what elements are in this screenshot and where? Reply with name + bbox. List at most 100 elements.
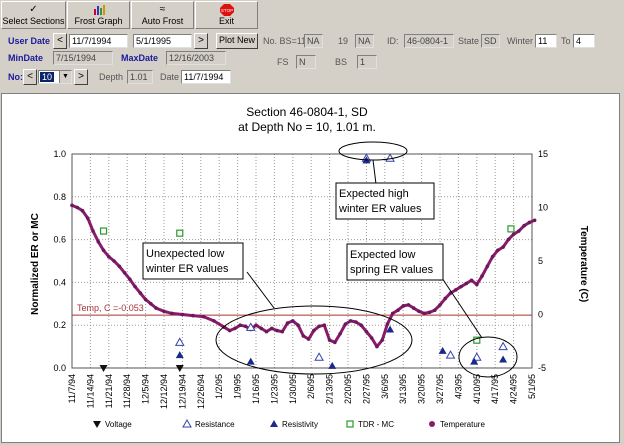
- date-field[interactable]: 11/7/1994: [181, 70, 231, 84]
- temperature-point: [227, 328, 232, 333]
- bs-label: BS: [335, 57, 348, 67]
- temperature-point: [238, 323, 243, 327]
- winter-label: Winter: [507, 36, 534, 46]
- frost-graph-button[interactable]: Frost Graph: [67, 1, 130, 29]
- y-tick-label: 0.6: [53, 235, 66, 245]
- max-date-label: MaxDate: [121, 53, 159, 63]
- high-pointer: [372, 159, 377, 185]
- chart-subtitle: at Depth No = 10, 1.01 m.: [238, 120, 376, 134]
- to-label: To: [561, 36, 571, 46]
- x-tick-label: 2/13/95: [325, 374, 335, 404]
- temperature-point: [285, 321, 290, 325]
- temperature-point: [91, 229, 95, 233]
- legend-temperature-marker: [429, 421, 435, 427]
- select-sections-button[interactable]: ✓ Select Sections: [1, 1, 66, 29]
- temperature-point: [427, 310, 432, 315]
- y-tick-label: 0.2: [53, 320, 66, 330]
- no-label: No:: [8, 72, 23, 82]
- legend-voltage-marker: [93, 421, 101, 428]
- x-tick-label: 3/13/95: [398, 374, 408, 404]
- temperature-point: [532, 218, 537, 223]
- temperature-point: [469, 278, 474, 283]
- temperature-point: [306, 337, 311, 341]
- tdr-mc-point: [507, 225, 515, 233]
- resistivity-point: [470, 357, 479, 365]
- temperature-point: [280, 329, 285, 334]
- temperature-point: [254, 323, 258, 327]
- high-box: [335, 182, 435, 220]
- user-date-next-button[interactable]: >: [194, 33, 208, 49]
- user-date-prev-button[interactable]: <: [53, 33, 67, 49]
- chevron-down-icon[interactable]: ▼: [59, 71, 71, 83]
- temperature-point: [527, 220, 532, 225]
- temperature-point: [517, 229, 521, 233]
- legend-temperature-label: Temperature: [440, 420, 485, 429]
- resistance-point: [471, 352, 482, 361]
- temperature-point: [122, 270, 127, 275]
- temperature-point: [296, 323, 300, 327]
- temperature-point: [191, 313, 195, 318]
- auto-frost-button[interactable]: ≈ Auto Frost: [131, 1, 194, 29]
- user-date-to-field[interactable]: 5/1/1995: [133, 34, 192, 48]
- to-field[interactable]: 4: [573, 34, 595, 48]
- winter-field[interactable]: 11: [535, 34, 557, 48]
- temperature-point: [201, 314, 206, 319]
- temperature-point: [107, 254, 111, 259]
- resistivity-point: [246, 357, 255, 365]
- temperature-point: [485, 264, 490, 269]
- temperature-point: [317, 324, 321, 329]
- unexpected-pointer: [246, 271, 275, 309]
- x-tick-label: 1/9/95: [233, 374, 243, 399]
- resistance-point: [498, 341, 508, 351]
- x-tick-label: 3/27/95: [435, 374, 445, 404]
- depth-field: 1.01: [127, 70, 153, 84]
- x-tick-label: 2/6/95: [306, 374, 316, 399]
- user-date-from-field[interactable]: 11/7/1994: [69, 34, 128, 48]
- x-tick-label: 12/26/94: [196, 374, 206, 409]
- temperature-point: [459, 284, 463, 289]
- temperature-point: [301, 334, 306, 338]
- tdr-mc-point: [99, 227, 108, 235]
- legend-resistivity-marker: [270, 420, 278, 427]
- svg-text:STOP: STOP: [220, 8, 232, 13]
- resistance-point: [445, 350, 456, 359]
- resistivity-point: [328, 361, 337, 369]
- x-tick-label: 1/30/95: [288, 374, 298, 404]
- temperature-point: [133, 284, 137, 289]
- tdr-mc-point: [473, 336, 481, 344]
- temperature-point: [438, 303, 442, 307]
- x-tick-label: 3/6/95: [380, 374, 390, 399]
- temperature-point: [390, 311, 395, 316]
- temperature-point: [443, 296, 448, 301]
- y2-tick-label: 15: [538, 149, 548, 159]
- x-tick-label: 11/21/94: [104, 374, 114, 408]
- temperature-point: [259, 326, 264, 331]
- stop-sign-icon: STOP: [196, 4, 257, 16]
- no-next-button[interactable]: >: [74, 69, 88, 85]
- temperature-point: [212, 319, 216, 323]
- legend-resistance-label: Resistance: [195, 420, 235, 429]
- plot-new-button[interactable]: Plot New: [216, 33, 258, 49]
- no-select[interactable]: 10 ▼: [38, 70, 72, 84]
- temperature-point: [364, 329, 369, 334]
- unexpected-line1: Unexpected low: [146, 248, 224, 260]
- user-date-label: User Date: [8, 36, 51, 46]
- temperature-point: [275, 328, 279, 333]
- voltage-point: [99, 365, 108, 372]
- y2-tick-label: -5: [538, 363, 546, 373]
- no-prev-button[interactable]: <: [23, 69, 37, 85]
- x-tick-label: 11/7/94: [67, 374, 77, 403]
- spring-line1: Expected low: [350, 249, 415, 261]
- resistivity-point: [175, 351, 184, 359]
- x-tick-label: 12/5/94: [141, 374, 151, 404]
- exit-button[interactable]: STOP Exit: [195, 1, 258, 29]
- temperature-point: [490, 254, 495, 259]
- state-field: SD: [481, 34, 500, 48]
- temperature-point: [380, 338, 384, 342]
- temperature-point: [322, 323, 327, 327]
- high-line1: Expected high: [339, 188, 409, 200]
- x-tick-label: 2/20/95: [343, 374, 353, 404]
- resistivity-point: [386, 325, 395, 333]
- temperature-point: [233, 326, 237, 331]
- temperature-point: [154, 306, 158, 310]
